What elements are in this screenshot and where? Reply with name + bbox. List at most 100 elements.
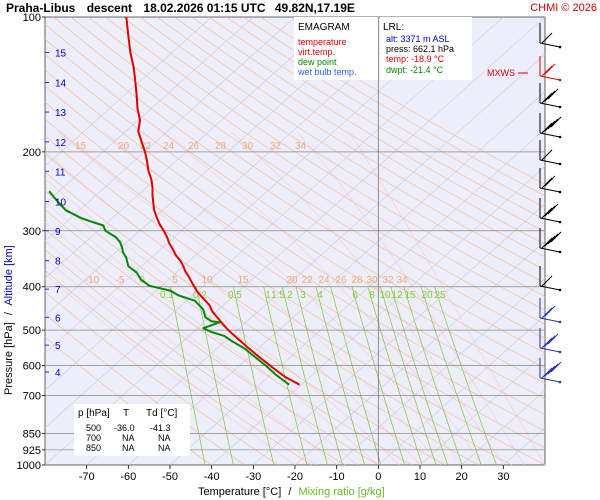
x-tick-label: 20 [456, 471, 468, 483]
wind-barb-feather [541, 149, 553, 161]
isotherm-line [169, 128, 545, 465]
wind-barb-feather [547, 233, 559, 245]
x-tick-label: -40 [204, 471, 220, 483]
moist-adiabat [45, 273, 296, 465]
theta-label: -10 [85, 275, 100, 286]
table-header-p: p [hPa] [78, 408, 110, 419]
theta-label: 20 [286, 275, 298, 286]
lrl-temp: temp: -18.9 °C [386, 54, 445, 64]
isotherm-line [544, 464, 545, 465]
moist-adiabat [45, 221, 358, 465]
wind-barb-feather [544, 235, 556, 247]
x-axis-label-sep: / [288, 486, 292, 498]
lrl-press: press: 662.1 hPa [386, 44, 454, 54]
altitude-tick-label: 5 [55, 341, 61, 352]
wind-barb-shaft [539, 132, 561, 138]
wind-barb-feather [547, 118, 559, 130]
mixing-label: 2 [287, 290, 293, 301]
lrl-box: LRL: alt: 3371 m ASL press: 662.1 hPa te… [380, 17, 472, 80]
wind-barb-dot [558, 162, 562, 166]
theta-label: 24 [318, 275, 330, 286]
altitude-tick-label: 15 [55, 48, 67, 59]
wind-barb-shaft [539, 42, 561, 48]
wind-barb-feather [550, 231, 562, 243]
moist-adiabats [45, 131, 545, 465]
dry-adiabat [156, 17, 545, 258]
wind-barb-dot [558, 190, 562, 194]
wind-barb-dot [558, 250, 562, 254]
moist-adiabat [45, 201, 379, 465]
sounding-coords: 49.82N,17.19E [275, 1, 355, 15]
wind-barb-feather [544, 365, 556, 377]
theta-label: 32 [382, 275, 394, 286]
wind-barb-shaft [539, 187, 561, 193]
wind-barb-feather [541, 207, 553, 219]
x-tick-label: -10 [329, 471, 345, 483]
station-name: Praha-Libus [6, 1, 76, 15]
theta-label: 10 [201, 275, 213, 286]
level-table-bg [74, 404, 190, 456]
temperature-line [125, 17, 301, 386]
isotherm-line [45, 17, 254, 205]
isotherm-line [378, 315, 545, 465]
mixing-label: 1.5 [271, 290, 285, 301]
theta-label: 32 [270, 141, 282, 152]
x-tick-label: 0 [375, 471, 381, 483]
wind-barb-feather [547, 203, 559, 215]
y-tick-label: 200 [23, 147, 41, 159]
legend-item-wet-bulb: wet bulb temp. [297, 67, 357, 77]
theta-label: 30 [366, 275, 378, 286]
svg-text:Temperature [°C] / Mix: Temperature [°C] / Mixing ratio [g/kg] [198, 486, 385, 498]
mixing-label: 25 [434, 290, 446, 301]
table-cell: 850 [86, 443, 101, 453]
table-cell: -41.3 [150, 423, 171, 433]
legend-title: EMAGRAM [298, 22, 350, 33]
theta-label: 22 [301, 275, 313, 286]
mixing-label: 3 [300, 290, 306, 301]
theta-label: 15 [75, 141, 87, 152]
wind-barb-feather [541, 237, 553, 249]
x-axis-label-mixing: Mixing ratio [g/kg] [298, 486, 384, 498]
wind-barb-shaft [539, 347, 561, 353]
wind-barb-feather [541, 32, 553, 44]
wind-barb-shaft [539, 159, 561, 165]
wind-barb-dot [558, 350, 562, 354]
dry-adiabat [208, 17, 545, 220]
wind-barb-feather [544, 205, 556, 217]
mxws-label: MXWS [487, 68, 515, 78]
sounding-series [48, 17, 301, 386]
wind-barb-dot [558, 45, 562, 49]
isotherm-line [86, 53, 545, 465]
y-tick-label: 100 [23, 12, 41, 24]
legend-item-temperature: temperature [298, 37, 347, 47]
dry-adiabat [45, 23, 545, 354]
lrl-title: LRL: [383, 22, 404, 33]
wind-barb-feather [541, 275, 553, 287]
isotherm-line [45, 17, 296, 242]
theta-label: 28 [215, 141, 227, 152]
y-tick-label: 700 [23, 391, 41, 403]
copyright: CHMI © 2026 [530, 2, 597, 14]
sounding-mode: descent [87, 1, 132, 15]
dry-adiabat [105, 17, 545, 297]
mixing-label: 0.5 [228, 290, 242, 301]
level-table: p [hPa] T Td [°C] 500 -36.0 -41.3 700 NA… [78, 408, 177, 453]
x-tick-label: 10 [414, 471, 426, 483]
moist-adiabat [45, 178, 400, 465]
dry-adiabat [45, 85, 545, 416]
table-cell: 700 [86, 433, 101, 443]
wind-barb-shaft [539, 247, 561, 253]
theta-label: 34 [295, 141, 307, 152]
y-tick-label: 300 [23, 226, 41, 238]
altitude-tick-label: 11 [55, 167, 66, 178]
x-axis-label-temperature: Temperature [°C] [198, 486, 281, 498]
wind-barb-feather [544, 63, 556, 75]
moist-adiabat [348, 131, 545, 465]
isotherm-line [253, 203, 545, 465]
wind-barb-dot [558, 105, 562, 109]
altitude-tick-label: 8 [55, 257, 61, 268]
wind-barb-feather [541, 65, 553, 77]
isotherm-line [45, 17, 379, 317]
y-tick-label: 850 [23, 428, 41, 440]
